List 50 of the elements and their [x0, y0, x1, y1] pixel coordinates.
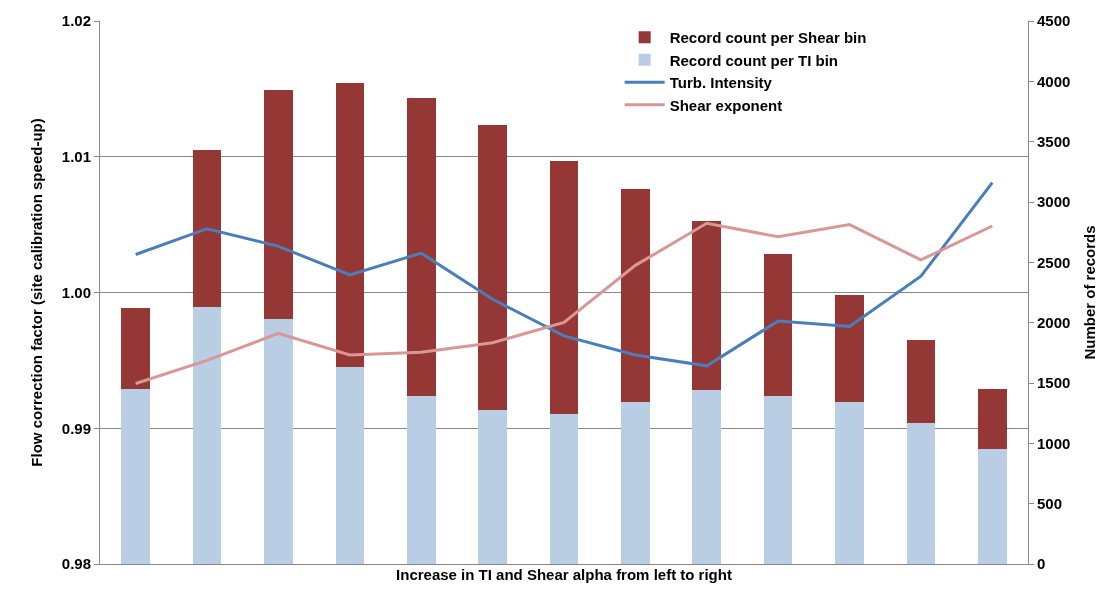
y2-tick-label: 1000 — [1037, 434, 1071, 452]
bar — [549, 414, 579, 564]
y2-tick-label: 4000 — [1037, 72, 1071, 90]
y2-tick-label: 0 — [1037, 555, 1046, 573]
bar — [549, 160, 579, 415]
bar — [906, 339, 936, 423]
y2-tick-label: 2000 — [1037, 313, 1071, 331]
bar — [621, 188, 650, 403]
bar — [835, 402, 864, 564]
bar — [335, 367, 365, 564]
bar — [192, 306, 222, 564]
y2-tick-label: 500 — [1037, 494, 1063, 512]
bar — [121, 389, 150, 564]
bar — [835, 294, 864, 403]
bar — [478, 124, 507, 410]
x-axis-title: Increase in TI and Shear alpha from left to right — [396, 566, 732, 583]
y2-axis-title: Number of records — [1081, 225, 1099, 360]
bar — [335, 82, 365, 368]
bar — [264, 319, 293, 564]
y2-tick-label: 3500 — [1037, 132, 1071, 150]
bar — [121, 308, 150, 390]
legend-label: Shear exponent — [669, 96, 783, 114]
bar — [763, 396, 793, 564]
y2-tick-label: 3000 — [1037, 193, 1071, 211]
bar — [692, 390, 722, 564]
bar — [978, 449, 1007, 564]
bar — [264, 89, 293, 320]
bar — [406, 396, 436, 564]
bar — [906, 422, 936, 564]
bar — [978, 389, 1007, 450]
bar — [406, 98, 436, 397]
legend-label: Record count per Shear bin — [669, 29, 867, 47]
y-tick-label: 1.02 — [61, 12, 91, 30]
y-tick-label: 0.98 — [61, 555, 91, 573]
y2-tick-label: 1500 — [1037, 374, 1071, 392]
legend-label: Record count per TI bin — [669, 51, 839, 69]
bar — [621, 402, 650, 564]
y-tick-label: 1.01 — [61, 148, 91, 165]
bar — [192, 150, 222, 307]
line-series — [134, 221, 994, 385]
y2-tick-label: 4500 — [1037, 12, 1071, 30]
y-tick-label: 1.00 — [61, 283, 91, 301]
y-axis-title: Flow correction factor (site calibration speed-up) — [28, 118, 46, 467]
y-tick-label: 0.99 — [61, 419, 91, 437]
bar — [692, 221, 722, 391]
y2-tick-label: 2500 — [1037, 253, 1071, 271]
legend-label: Turb. Intensity — [669, 74, 773, 92]
bar — [478, 409, 507, 564]
bar — [763, 253, 793, 397]
line-series — [134, 181, 994, 368]
